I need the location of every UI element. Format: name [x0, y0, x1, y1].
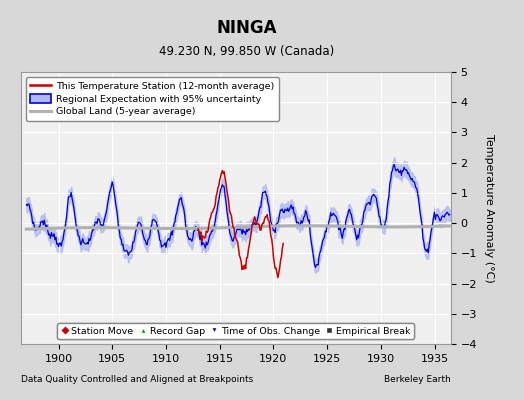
Text: 49.230 N, 99.850 W (Canada): 49.230 N, 99.850 W (Canada): [159, 46, 334, 58]
Text: Berkeley Earth: Berkeley Earth: [384, 375, 451, 384]
Text: Data Quality Controlled and Aligned at Breakpoints: Data Quality Controlled and Aligned at B…: [21, 375, 253, 384]
Text: NINGA: NINGA: [216, 19, 277, 37]
Legend: Station Move, Record Gap, Time of Obs. Change, Empirical Break: Station Move, Record Gap, Time of Obs. C…: [57, 323, 414, 339]
Y-axis label: Temperature Anomaly (°C): Temperature Anomaly (°C): [484, 134, 494, 282]
